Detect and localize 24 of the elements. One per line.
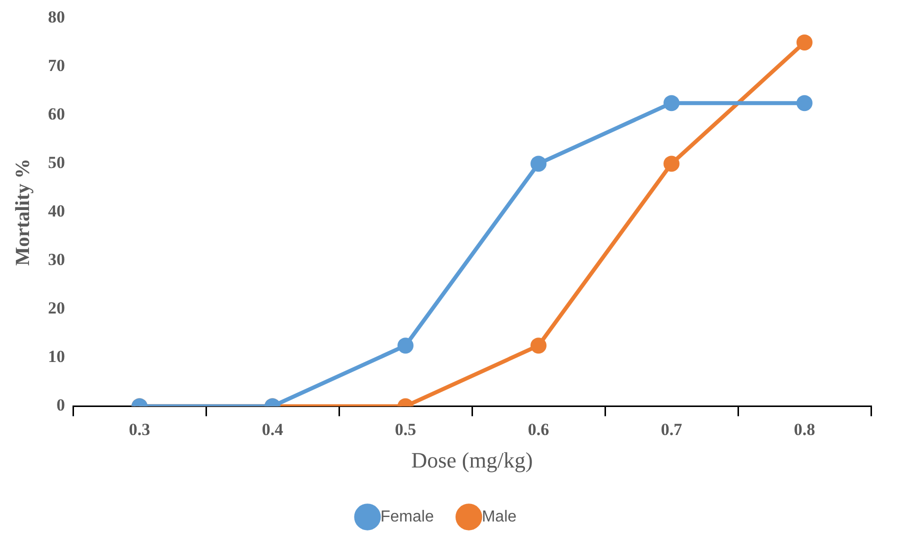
x-axis-title: Dose (mg/kg) — [411, 448, 533, 473]
x-tick-label: 0.5 — [394, 420, 416, 439]
point — [796, 34, 812, 50]
x-tick-label: 0.7 — [660, 420, 683, 439]
y-tick-label: 70 — [48, 56, 65, 76]
y-tick-label: 10 — [48, 347, 65, 366]
y-axis-title: Mortality % — [12, 158, 34, 266]
legend-label: Female — [380, 508, 434, 526]
y-tick-label: 20 — [48, 298, 65, 318]
point — [664, 156, 680, 172]
x-tick-label: 0.6 — [528, 420, 550, 439]
y-tick-label: 60 — [48, 104, 65, 124]
x-tick-label: 0.4 — [262, 420, 284, 439]
x-tick-label: 0.8 — [794, 420, 816, 439]
point — [530, 156, 546, 172]
point — [664, 95, 680, 112]
y-tick-label: 30 — [48, 250, 65, 270]
legend-label: Male — [482, 508, 517, 526]
y-tick-label: 50 — [48, 153, 65, 172]
y-tick-label: 0 — [56, 396, 65, 415]
point — [796, 95, 812, 112]
y-tick-label: 40 — [48, 202, 65, 221]
y-tick-label: 80 — [48, 8, 65, 27]
x-tick-label: 0.3 — [128, 420, 150, 439]
